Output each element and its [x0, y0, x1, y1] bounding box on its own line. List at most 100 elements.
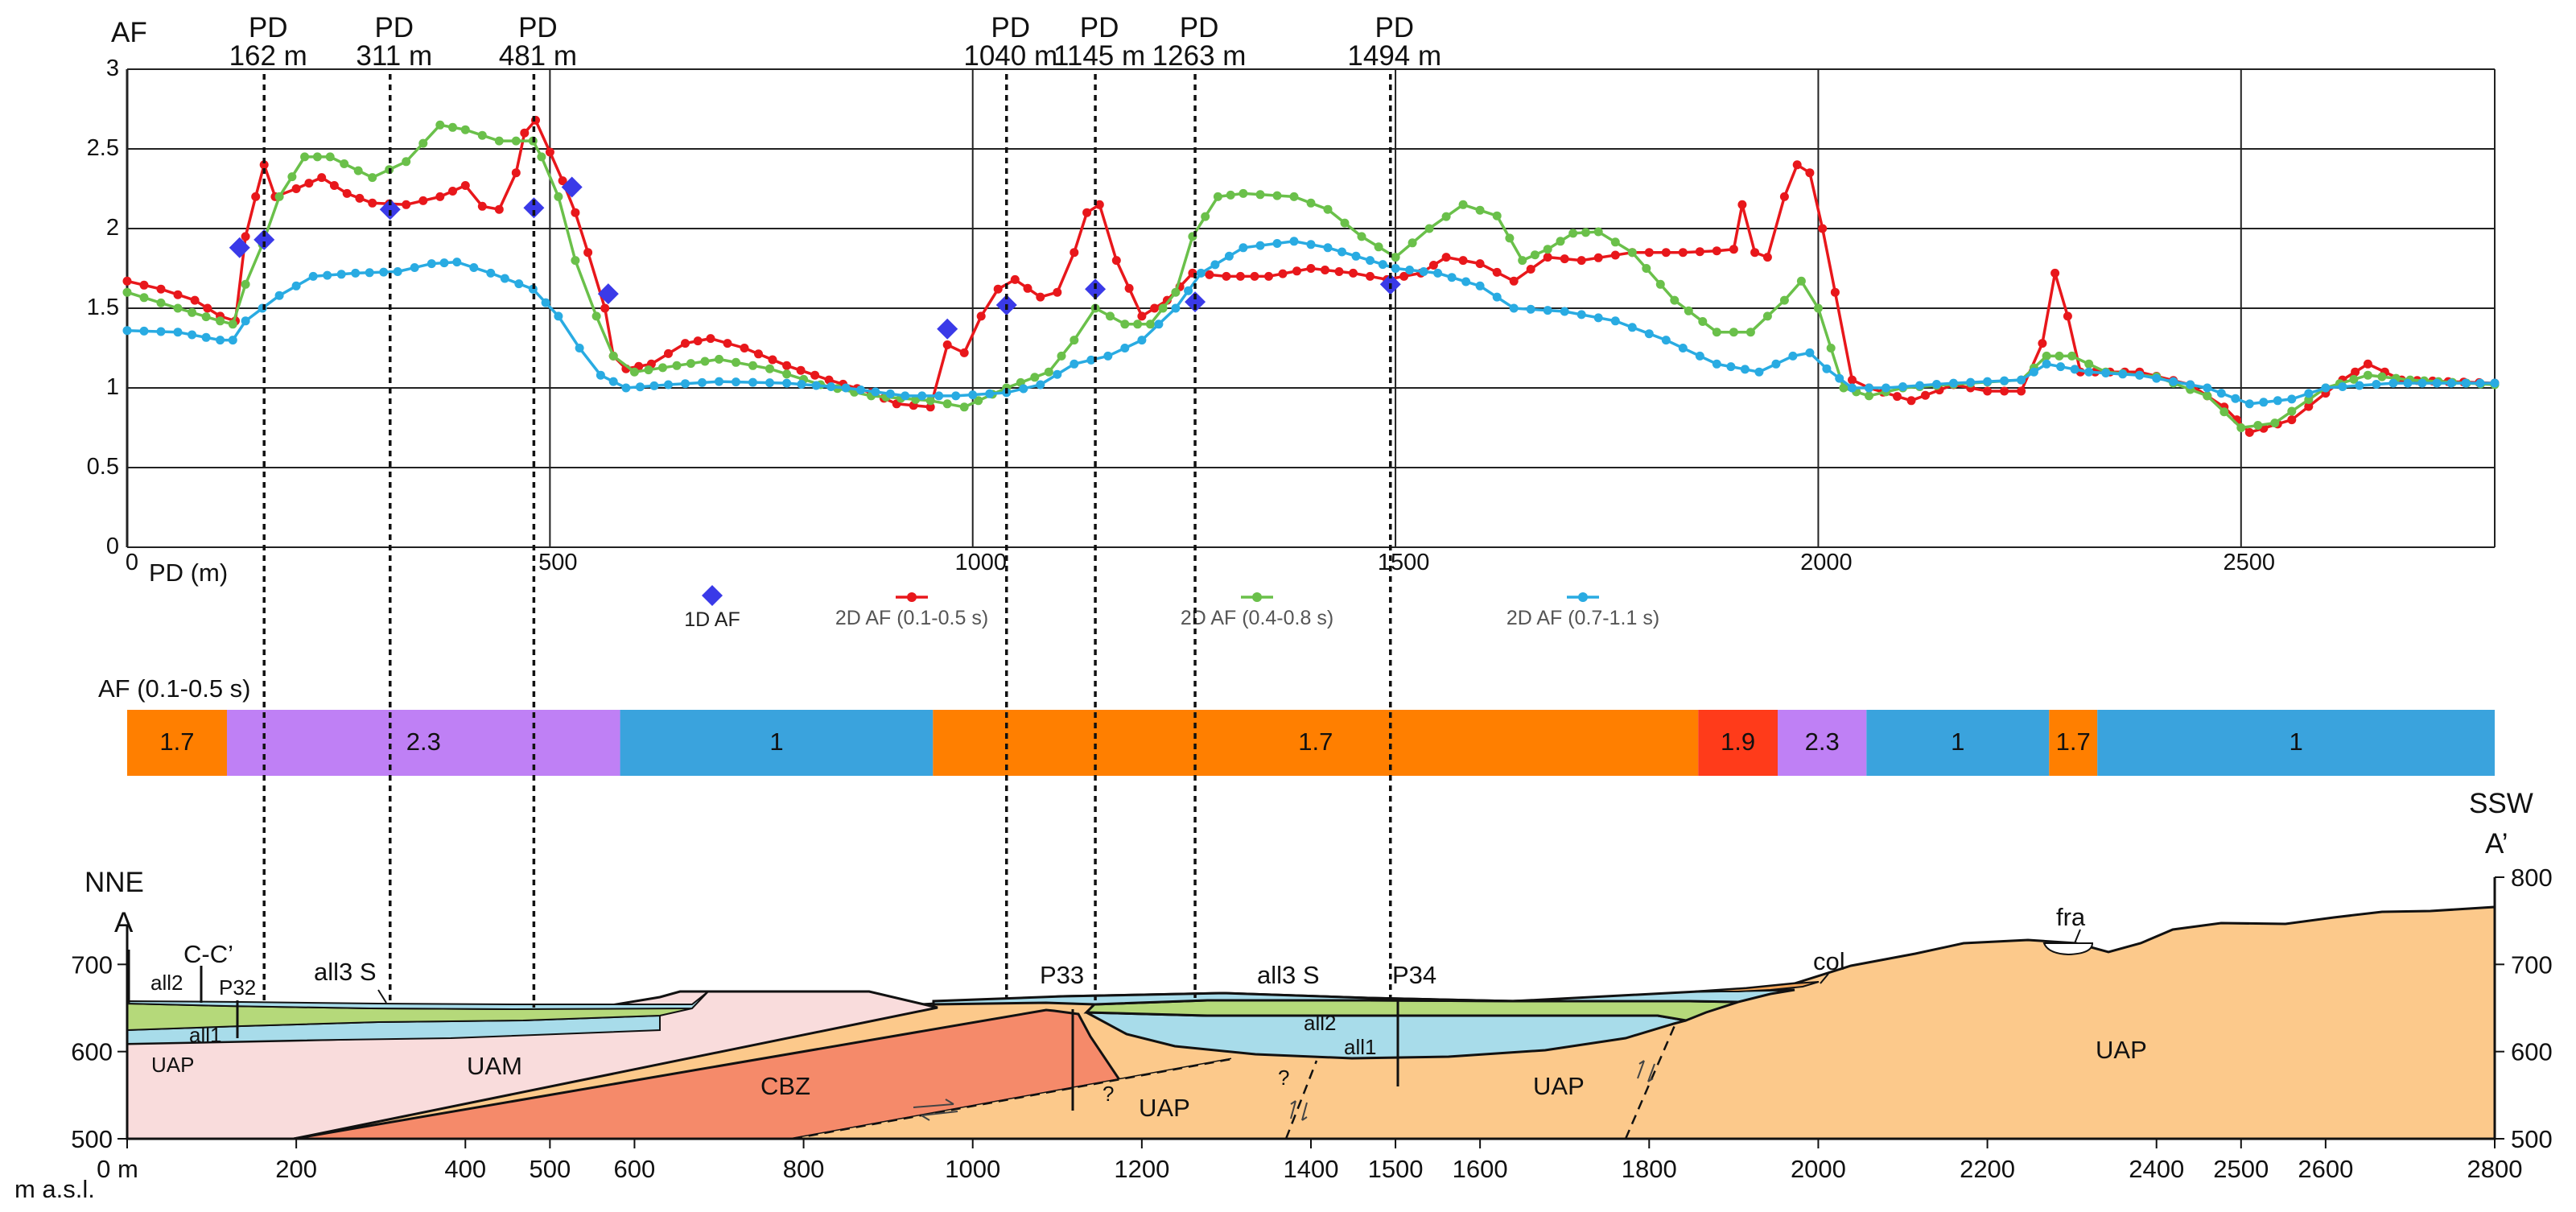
y-tick-label: 1	[106, 374, 119, 400]
data-point	[1070, 359, 1079, 369]
af-bar-value: 1	[1951, 728, 1964, 756]
data-point	[693, 336, 703, 346]
data-point	[2321, 383, 2331, 393]
ssw-label: SSW	[2469, 788, 2533, 819]
data-point	[2000, 376, 2009, 385]
data-point	[156, 284, 166, 294]
data-point	[1424, 224, 1434, 233]
pd-label-top: PD	[249, 12, 288, 43]
all3-basin	[932, 988, 1795, 1006]
data-point	[1405, 266, 1415, 274]
data-point	[1581, 228, 1590, 237]
data-point	[1145, 319, 1155, 329]
data-point	[435, 192, 445, 201]
data-point	[188, 307, 197, 317]
data-point	[1684, 306, 1693, 315]
data-point	[1577, 310, 1586, 319]
1d-af-marker	[937, 318, 958, 340]
af-bar-segment	[226, 710, 620, 776]
data-point	[291, 184, 301, 193]
data-point	[1278, 269, 1288, 278]
uap-label-3: UAP	[2096, 1036, 2147, 1064]
data-point	[1137, 311, 1147, 321]
data-point	[304, 179, 314, 188]
data-point	[575, 344, 584, 352]
data-point	[1983, 377, 1993, 386]
uap-label-1: UAP	[1139, 1094, 1190, 1122]
data-point	[2169, 377, 2178, 386]
x-tick-label: 500	[538, 550, 577, 575]
data-point	[621, 383, 631, 393]
data-point	[156, 298, 166, 307]
data-point	[274, 192, 284, 201]
data-point	[1044, 367, 1053, 377]
data-point	[1292, 266, 1301, 276]
chart-tick-labels: 0 0.5 1 1.5 2 2.5 3 0 500 1000 1500 2000 2500	[87, 56, 2275, 575]
data-point	[156, 327, 166, 336]
data-point	[1577, 256, 1586, 266]
data-point	[1255, 190, 1265, 200]
data-point	[241, 279, 250, 289]
data-point	[1865, 383, 1873, 393]
data-point	[1882, 383, 1890, 393]
data-point	[591, 311, 601, 321]
data-point	[2287, 415, 2297, 425]
data-point	[600, 303, 610, 313]
data-point	[353, 166, 363, 175]
data-point	[2259, 398, 2269, 407]
data-point	[1826, 344, 1836, 352]
cc-label: C-C’	[183, 940, 233, 968]
data-point	[2055, 351, 2064, 361]
data-point	[216, 316, 225, 326]
fault-arrow-1	[913, 1099, 958, 1121]
data-point	[1729, 328, 1738, 337]
data-point	[2304, 395, 2314, 404]
data-point	[686, 359, 695, 369]
data-point	[1779, 192, 1789, 201]
data-point	[959, 402, 969, 412]
data-point	[824, 375, 834, 385]
data-point	[2050, 268, 2060, 278]
chart-series	[122, 115, 2500, 437]
data-point	[520, 128, 530, 138]
chart-gridlines	[126, 68, 2496, 548]
data-point	[732, 377, 740, 387]
data-point	[1678, 344, 1688, 352]
data-point	[1661, 336, 1671, 345]
data-point	[336, 270, 346, 279]
pd-label-bottom: 1494 m	[1347, 40, 1441, 72]
data-point	[583, 248, 593, 258]
data-point	[1272, 191, 1282, 200]
fra-leader	[2074, 929, 2081, 944]
data-point	[765, 378, 774, 388]
data-point	[664, 380, 673, 390]
geologic-cross-section: 0 m 200 400 500 600 800 1000 1200 1400 1500 1600 18…	[14, 788, 2553, 1203]
data-point	[841, 383, 851, 393]
all2-left-label: all2	[150, 971, 183, 995]
section-x-tick-label: 2200	[1960, 1155, 2015, 1183]
data-point	[511, 168, 521, 178]
x-tick-label: 1500	[1378, 550, 1430, 575]
fra-label: fra	[2056, 903, 2086, 931]
data-point	[1509, 303, 1519, 313]
data-point	[1983, 386, 1993, 396]
data-point	[1053, 287, 1062, 297]
data-point	[1103, 351, 1113, 361]
data-point	[1642, 264, 1651, 273]
legend-swatch-dot	[1252, 592, 1262, 602]
y-tick-label: 2	[106, 215, 119, 241]
af-bar-segment	[620, 710, 934, 776]
data-point	[1712, 246, 1721, 256]
data-point	[2349, 374, 2359, 384]
data-point	[2084, 359, 2094, 369]
cbz-label: CBZ	[760, 1072, 810, 1100]
data-point	[1399, 271, 1409, 281]
data-point	[402, 200, 411, 209]
data-point	[203, 303, 212, 313]
data-point	[1593, 313, 1603, 323]
data-point	[259, 160, 269, 170]
data-point	[1458, 256, 1468, 266]
data-point	[1226, 190, 1235, 200]
data-point	[287, 172, 297, 182]
